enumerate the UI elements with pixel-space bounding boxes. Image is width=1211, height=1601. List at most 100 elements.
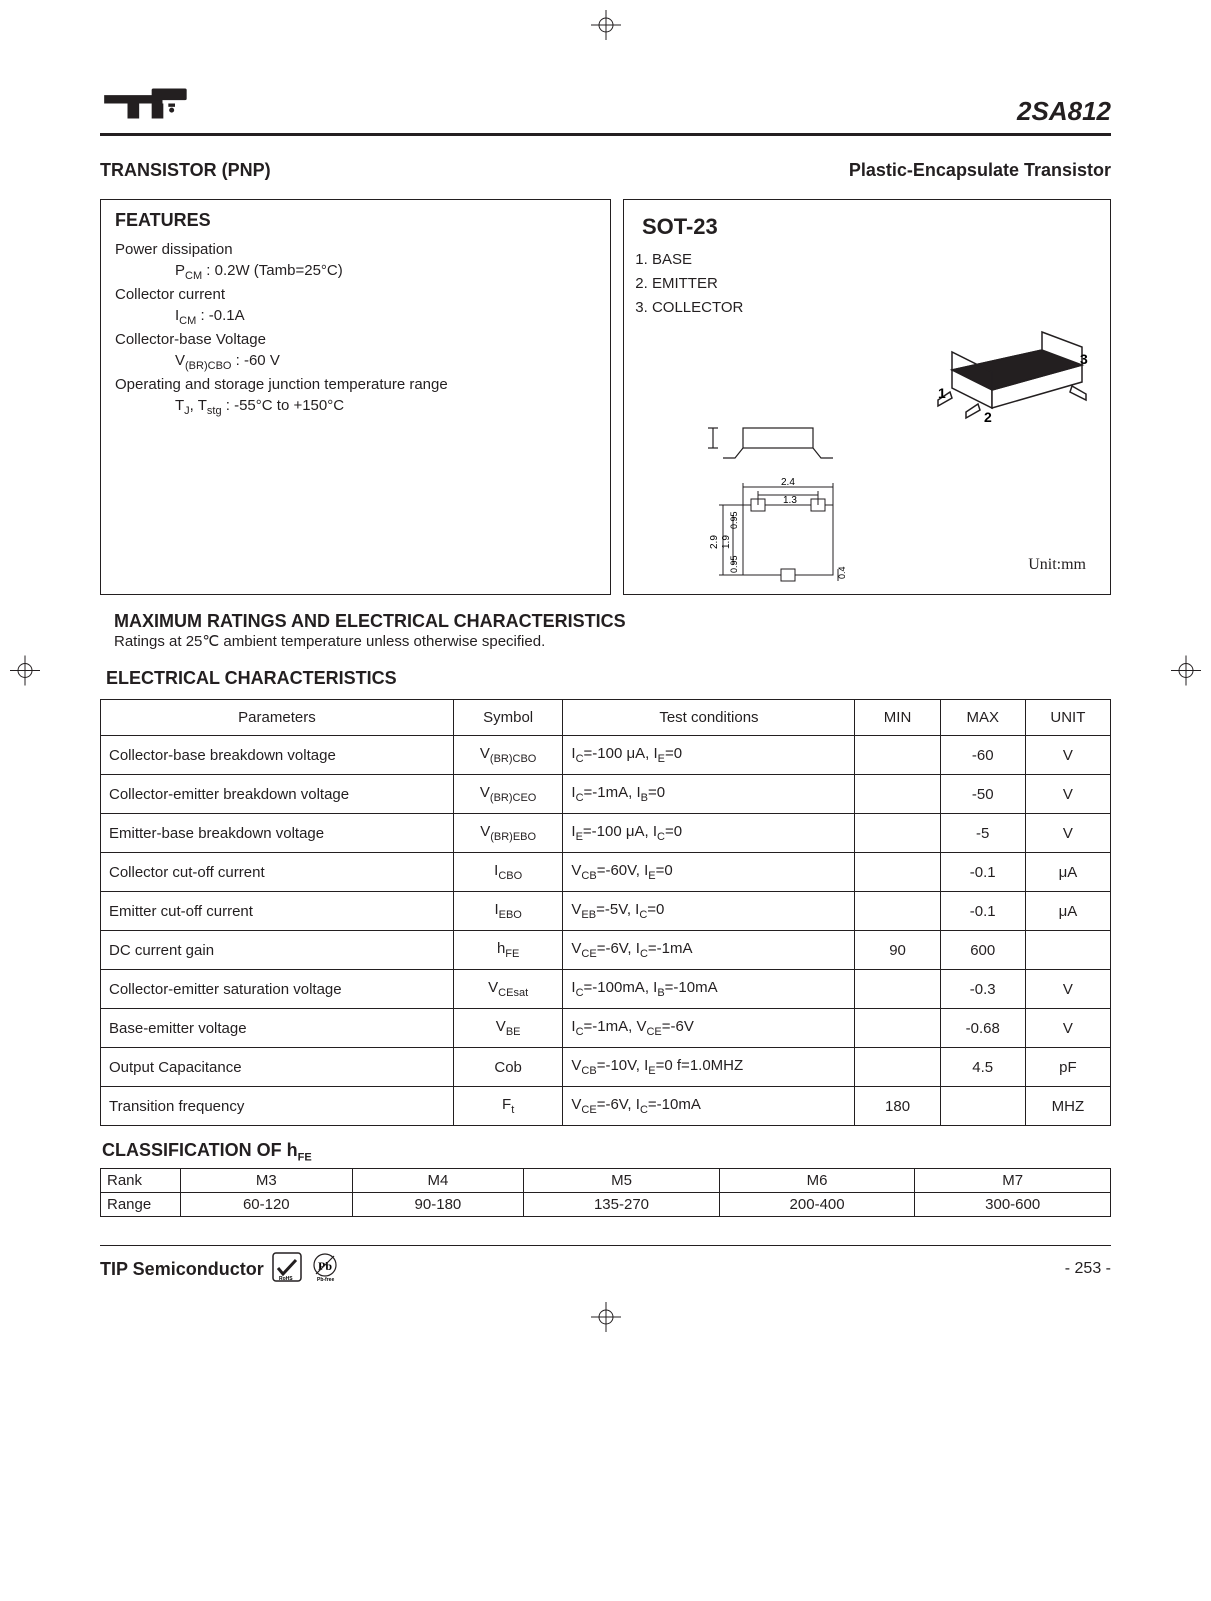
symbol-cell: V(BR)EBO <box>453 814 563 853</box>
min-cell <box>855 970 940 1009</box>
table-row: Base-emitter voltageVBEIC=-1mA, VCE=-6V -… <box>101 1009 1111 1048</box>
max-cell: 600 <box>940 931 1025 970</box>
cell: M3 <box>181 1168 353 1192</box>
unit-cell: V <box>1025 814 1110 853</box>
max-ratings-section: MAXIMUM RATINGS AND ELECTRICAL CHARACTER… <box>100 611 1111 650</box>
rohs-badge-icon: RoHS <box>272 1252 302 1287</box>
table-row: Transition frequencyFtVCE=-6V, IC=-10mA1… <box>101 1087 1111 1126</box>
package-type-label: Plastic-Encapsulate Transistor <box>849 160 1111 181</box>
symbol-cell: IEBO <box>453 892 563 931</box>
symbol-cell: VBE <box>453 1009 563 1048</box>
svg-text:RoHS: RoHS <box>279 1276 293 1282</box>
param-cell: Output Capacitance <box>101 1048 454 1087</box>
unit-cell: μA <box>1025 853 1110 892</box>
symbol-cell: V(BR)CEO <box>453 775 563 814</box>
package-3d-icon: 1 2 3 <box>922 320 1092 435</box>
transistor-type-label: TRANSISTOR (PNP) <box>100 160 271 181</box>
table-header-row: Parameters Symbol Test conditions MIN MA… <box>101 700 1111 736</box>
package-title: SOT-23 <box>642 214 1096 240</box>
col-header: MIN <box>855 700 940 736</box>
part-number: 2SA812 <box>1017 96 1111 127</box>
package-side-view-icon: 1.0 <box>708 420 848 475</box>
min-cell <box>855 892 940 931</box>
unit-cell: μA <box>1025 892 1110 931</box>
param-cell: Base-emitter voltage <box>101 1009 454 1048</box>
svg-text:1: 1 <box>938 385 946 401</box>
param-cell: DC current gain <box>101 931 454 970</box>
max-ratings-title: MAXIMUM RATINGS AND ELECTRICAL CHARACTER… <box>114 611 1111 632</box>
condition-cell: VCB=-60V, IE=0 <box>563 853 855 892</box>
table-row: Emitter-base breakdown voltageV(BR)EBOIE… <box>101 814 1111 853</box>
svg-text:0.95: 0.95 <box>729 511 739 529</box>
min-cell: 90 <box>855 931 940 970</box>
max-cell: -5 <box>940 814 1025 853</box>
feature-value: ICM : -0.1A <box>175 307 596 327</box>
param-cell: Emitter-base breakdown voltage <box>101 814 454 853</box>
feature-label: Operating and storage junction temperatu… <box>115 376 596 393</box>
condition-cell: VEB=-5V, IC=0 <box>563 892 855 931</box>
table-row: Collector-emitter breakdown voltageV(BR)… <box>101 775 1111 814</box>
electrical-characteristics-table: Parameters Symbol Test conditions MIN MA… <box>100 699 1111 1126</box>
symbol-cell: hFE <box>453 931 563 970</box>
col-header: Parameters <box>101 700 454 736</box>
col-header: MAX <box>940 700 1025 736</box>
min-cell <box>855 1048 940 1087</box>
feature-value: TJ, Tstg : -55°C to +150°C <box>175 397 596 417</box>
classification-title: CLASSIFICATION OF hFE <box>102 1140 1111 1164</box>
min-cell <box>855 736 940 775</box>
max-cell: -0.68 <box>940 1009 1025 1048</box>
min-cell <box>855 1009 940 1048</box>
table-row: Collector-base breakdown voltageV(BR)CBO… <box>101 736 1111 775</box>
unit-cell: MHZ <box>1025 1087 1110 1126</box>
min-cell <box>855 853 940 892</box>
classification-table: Rank M3 M4 M5 M6 M7 Range 60-120 90-180 … <box>100 1168 1111 1217</box>
page-footer: TIP Semiconductor RoHS PbPb-free - 253 - <box>100 1246 1111 1287</box>
cell: M7 <box>915 1168 1111 1192</box>
top-panels: FEATURES Power dissipation PCM : 0.2W (T… <box>100 199 1111 595</box>
pin-label: EMITTER <box>652 272 743 296</box>
min-cell: 180 <box>855 1087 940 1126</box>
feature-value: V(BR)CBO : -60 V <box>175 352 596 372</box>
registration-mark-icon <box>1171 656 1201 691</box>
footer-left: TIP Semiconductor RoHS PbPb-free <box>100 1252 340 1287</box>
row-label: Rank <box>101 1168 181 1192</box>
subheading-row: TRANSISTOR (PNP) Plastic-Encapsulate Tra… <box>100 160 1111 181</box>
max-cell: -60 <box>940 736 1025 775</box>
unit-cell: V <box>1025 970 1110 1009</box>
svg-text:1.9: 1.9 <box>721 535 732 549</box>
max-cell: -0.3 <box>940 970 1025 1009</box>
col-header: Test conditions <box>563 700 855 736</box>
feature-label: Collector-base Voltage <box>115 331 596 348</box>
param-cell: Transition frequency <box>101 1087 454 1126</box>
svg-text:3: 3 <box>1080 351 1088 367</box>
svg-text:2.4: 2.4 <box>781 477 795 488</box>
condition-cell: VCE=-6V, IC=-1mA <box>563 931 855 970</box>
min-cell <box>855 775 940 814</box>
condition-cell: IC=-1mA, IB=0 <box>563 775 855 814</box>
symbol-cell: V(BR)CBO <box>453 736 563 775</box>
unit-cell: V <box>1025 775 1110 814</box>
svg-text:1.3: 1.3 <box>783 495 797 506</box>
condition-cell: IC=-100mA, IB=-10mA <box>563 970 855 1009</box>
feature-value: PCM : 0.2W (Tamb=25°C) <box>175 262 596 282</box>
param-cell: Emitter cut-off current <box>101 892 454 931</box>
svg-text:0.95: 0.95 <box>729 555 739 573</box>
min-cell <box>855 814 940 853</box>
max-cell: -50 <box>940 775 1025 814</box>
cell: M5 <box>524 1168 720 1192</box>
registration-mark-icon <box>591 10 621 45</box>
table-row: Collector cut-off currentICBOVCB=-60V, I… <box>101 853 1111 892</box>
condition-cell: IC=-1mA, VCE=-6V <box>563 1009 855 1048</box>
cell: 90-180 <box>352 1192 524 1216</box>
symbol-cell: Cob <box>453 1048 563 1087</box>
symbol-cell: ICBO <box>453 853 563 892</box>
condition-cell: VCB=-10V, IE=0 f=1.0MHZ <box>563 1048 855 1087</box>
cell: 135-270 <box>524 1192 720 1216</box>
package-panel: SOT-23 BASE EMITTER COLLECTOR <box>623 199 1111 595</box>
table-row: Collector-emitter saturation voltageVCEs… <box>101 970 1111 1009</box>
svg-text:Pb: Pb <box>318 1259 332 1273</box>
param-cell: Collector-emitter saturation voltage <box>101 970 454 1009</box>
condition-cell: VCE=-6V, IC=-10mA <box>563 1087 855 1126</box>
symbol-cell: Ft <box>453 1087 563 1126</box>
svg-text:Pb-free: Pb-free <box>317 1277 334 1282</box>
